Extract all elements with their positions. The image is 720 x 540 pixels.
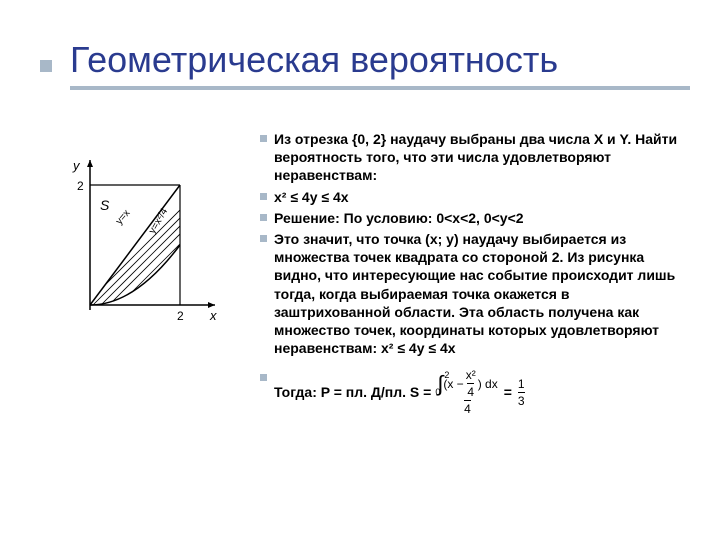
- integral-block: ∫ 2 0 (x − x² 4 ) dx: [437, 369, 497, 398]
- bullet-icon: [260, 235, 267, 242]
- page-title: Геометрическая вероятность: [70, 40, 690, 86]
- integrand-right: ) dx: [478, 378, 498, 390]
- paragraph-inequality: x² ≤ 4y ≤ 4x: [260, 188, 680, 206]
- bullet-icon: [260, 374, 267, 381]
- figure-diagram: y x 2 2 S y=x y=x²/4: [65, 155, 225, 325]
- bullet-icon: [260, 193, 267, 200]
- integrand-fraction: x² 4: [466, 369, 476, 398]
- result-den: 3: [518, 392, 525, 407]
- title-block: Геометрическая вероятность: [70, 40, 690, 90]
- title-bullet-icon: [40, 60, 52, 72]
- bullet-icon: [260, 214, 267, 221]
- paragraph-result: Тогда: P = пл. Д/пл. S = ∫ 2 0 (x − x² 4…: [260, 369, 680, 415]
- formula-main-fraction: ∫ 2 0 (x − x² 4 ) dx 4: [437, 369, 497, 415]
- integrand-num: x²: [466, 369, 476, 383]
- text-p3: Решение: По условию: 0<x<2, 0<y<2: [274, 210, 524, 226]
- text-p1: Из отрезка {0, 2} наудачу выбраны два чи…: [274, 131, 677, 183]
- tick-2x: 2: [177, 309, 184, 323]
- equals-sign: =: [504, 383, 512, 401]
- text-p2: x² ≤ 4y ≤ 4x: [274, 189, 349, 205]
- integral-upper: 2: [444, 371, 449, 380]
- axis-x-label: x: [209, 308, 217, 323]
- result-num: 1: [518, 378, 525, 392]
- text-p4: Это значит, что точка (x; y) наудачу выб…: [274, 231, 675, 356]
- axis-y-label: y: [72, 158, 81, 173]
- formula-denom: 4: [464, 400, 471, 415]
- paragraph-problem: Из отрезка {0, 2} наудачу выбраны два чи…: [260, 130, 680, 185]
- integral-lower: 0: [435, 388, 440, 397]
- paragraph-explanation: Это значит, что точка (x; y) наудачу выб…: [260, 230, 680, 357]
- content-column: Из отрезка {0, 2} наудачу выбраны два чи…: [260, 130, 680, 418]
- integrand-den: 4: [467, 383, 474, 398]
- region-label: S: [100, 197, 110, 213]
- bullet-icon: [260, 135, 267, 142]
- result-fraction: 1 3: [518, 378, 525, 407]
- integral-symbol: ∫ 2 0: [437, 373, 443, 395]
- tick-2y: 2: [77, 179, 84, 193]
- curve1-label: y=x: [114, 208, 133, 227]
- text-p5-prefix: Тогда: P = пл. Д/пл. S =: [274, 383, 431, 401]
- paragraph-solution-cond: Решение: По условию: 0<x<2, 0<y<2: [260, 209, 680, 227]
